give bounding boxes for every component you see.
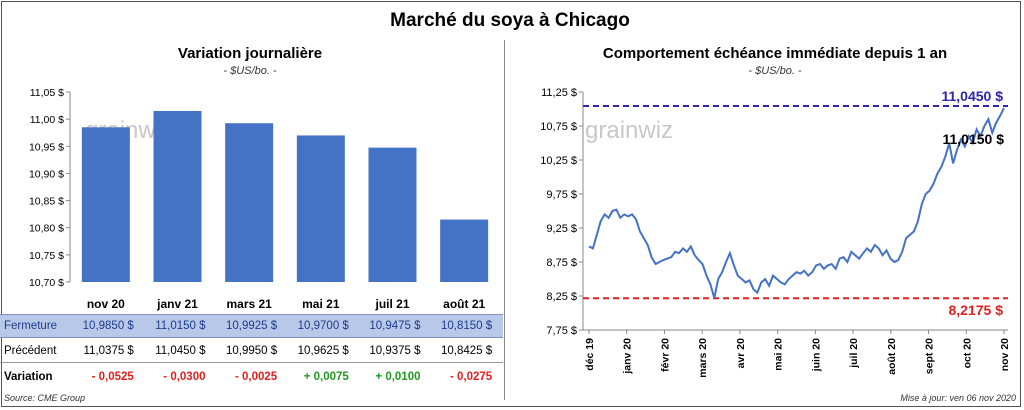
table-cell: - 0,0525 [91,371,134,383]
table-cell: 11,0375 $ [83,345,134,357]
page-title: Marché du soya à Chicago [390,10,630,31]
table-cell: 10,8150 $ [440,320,493,332]
table-cell: 10,9850 $ [82,320,134,332]
table-row: Fermeture 10,9850 $ 11,0150 $ 10,9925 $ 10,9… [0,314,503,338]
line-y-tick-label: 10,75 $ [540,121,577,133]
bar-y-tick-label: 10,90 $ [29,168,64,180]
bar-3 [296,135,345,282]
line-x-tick-label: déc 19 [584,338,596,371]
last-value-label: 11,0150 $ [942,131,1004,147]
bar-x-tick-label: janv 21 [156,297,198,311]
bar-chart-units: - $US/bo. - [223,65,277,77]
bar-x-tick-label: juil 21 [374,297,409,311]
row-label: Variation [4,371,53,383]
line-chart-units: - $US/bo. - [748,65,802,77]
line-x-tick-label: juil 20 [848,338,860,369]
line-x-tick-label: janv 20 [622,338,634,375]
table-cell: 11,0150 $ [155,320,206,332]
source-note: Source: CME Group [4,393,86,403]
bar-y-tick-label: 11,05 $ [30,87,64,99]
table-cell: 11,0450 $ [155,345,206,357]
line-y-tick-label: 9,75 $ [546,189,577,201]
bar-chart: grainwiz10,70 $10,75 $10,80 $10,85 $10,9… [29,87,489,311]
panel-divider [504,40,505,400]
bar-5 [440,219,489,282]
table-cell: 10,9375 $ [369,345,421,357]
bar-y-tick-label: 10,85 $ [29,196,64,208]
price-series-line [588,107,1005,299]
bar-y-tick-label: 10,75 $ [29,250,64,262]
line-y-tick-label: 9,25 $ [546,223,577,235]
line-x-tick-label: mai 20 [773,338,785,371]
bar-0 [81,127,130,283]
line-y-tick-label: 7,75 $ [546,325,577,337]
table-cell: 10,9700 $ [297,320,349,332]
line-chart-title: Comportement échéance immédiate depuis 1… [602,45,948,62]
bar-x-tick-label: août 21 [443,297,485,311]
bar-y-tick-label: 10,80 $ [29,223,64,235]
bar-chart-title: Variation journalière [177,45,323,62]
table-cell: 10,8425 $ [440,345,493,357]
bar-y-tick-label: 11,00 $ [30,114,64,126]
table-row: Précédent 11,0375 $ 11,0450 $ 10,9950 $ 10,9… [0,340,503,363]
line-x-tick-label: juin 20 [810,338,822,372]
table-cell: 10,9925 $ [225,320,278,332]
table-cell: 10,9475 $ [369,320,421,332]
table-cell: + 0,0075 [303,371,349,383]
watermark-text: grainwiz [585,117,673,144]
line-y-tick-label: 8,25 $ [546,291,577,303]
line-x-tick-label: sept 20 [924,338,936,374]
update-note: Mise à jour: ven 06 nov 2020 [900,393,1016,403]
line-x-tick-label: avr 20 [735,338,747,369]
row-label: Précédent [4,345,57,357]
line-x-tick-label: août 20 [886,338,898,375]
bar-4 [368,147,417,282]
row-label: Fermeture [4,320,58,332]
table-cell: + 0,0100 [375,371,421,383]
bar-y-tick-label: 10,95 $ [29,141,64,153]
bar-x-tick-label: nov 20 [87,297,125,311]
line-x-tick-label: mars 20 [697,338,709,378]
table-row: Variation - 0,0525 - 0,0300 - 0,0025 + 0,007… [0,366,503,388]
bar-x-tick-label: mai 21 [302,297,340,311]
line-x-tick-label: oct 20 [961,338,973,369]
bar-y-tick-label: 10,70 $ [29,277,64,289]
high-reference-label: 11,0450 $ [941,88,1003,104]
table-cell: 10,9950 $ [225,345,278,357]
line-y-tick-label: 8,75 $ [546,257,577,269]
line-y-tick-label: 11,25 $ [541,87,577,99]
table-cell: 10,9625 $ [297,345,349,357]
table-cell: - 0,0025 [234,371,278,383]
table-cell: - 0,0275 [449,371,493,383]
line-chart: grainwiz 7,75 $ 8,25 $ 8,75 $ 9,25 $ 9,75 $ 10… [540,87,1011,378]
low-reference-label: 8,2175 $ [949,302,1004,318]
bar-1 [153,111,202,282]
bar-2 [225,123,274,282]
line-x-tick-label: févr 20 [659,338,671,372]
line-y-tick-label: 10,25 $ [540,155,577,167]
bar-x-tick-label: mars 21 [226,297,272,311]
line-x-tick-label: nov 20 [999,338,1011,371]
table-cell: - 0,0300 [163,371,206,383]
